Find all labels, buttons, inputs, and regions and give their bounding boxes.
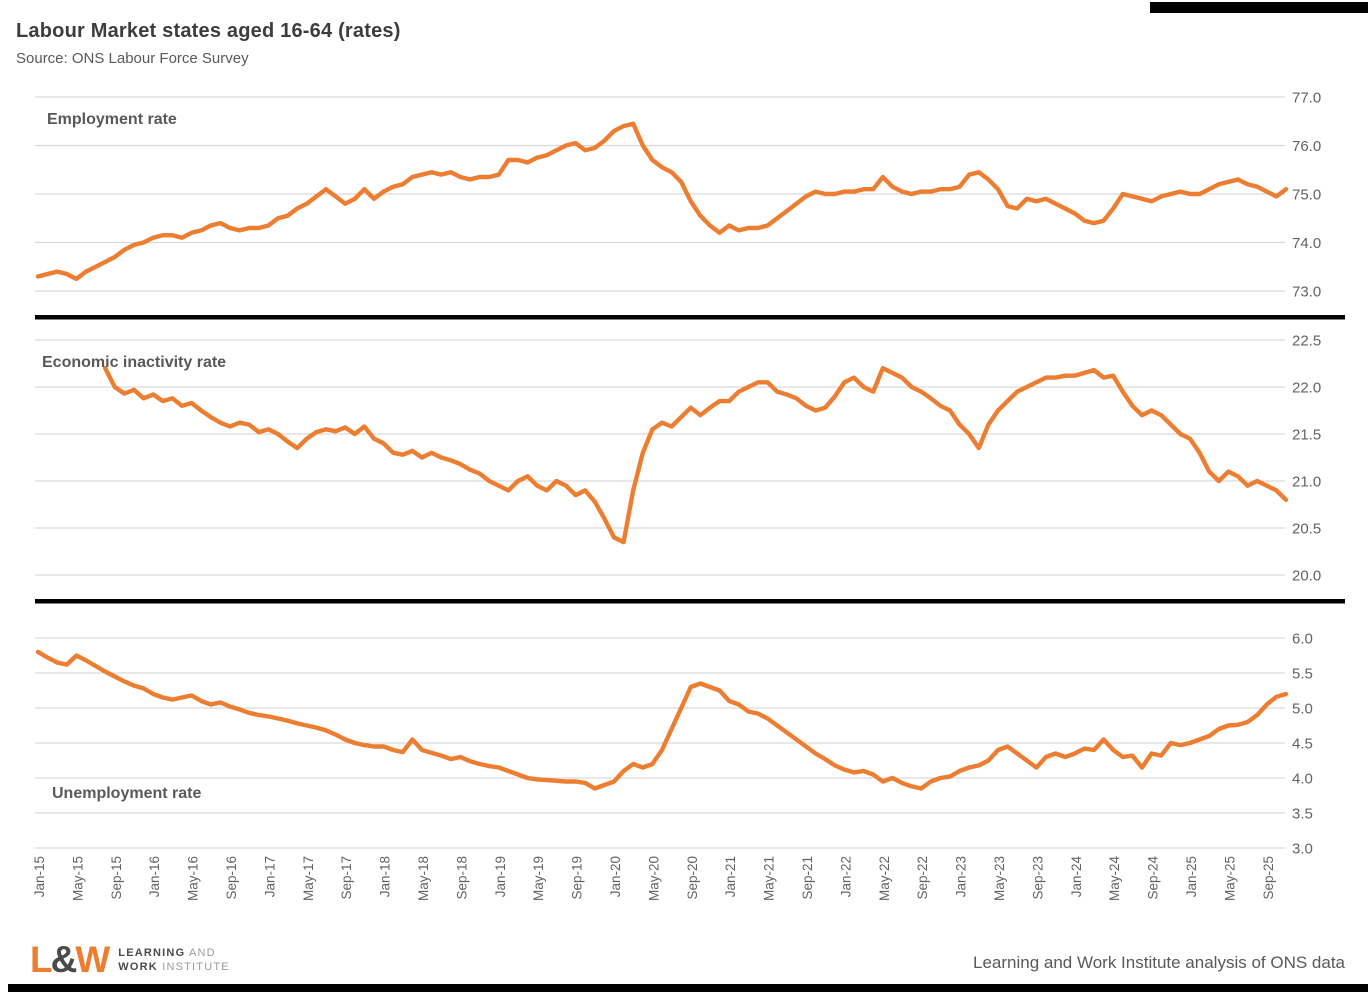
y-axis-tick-label: 4.0 xyxy=(1292,771,1313,788)
y-axis-tick-label: 4.5 xyxy=(1292,736,1313,753)
x-axis-tick-label: Sep-16 xyxy=(224,856,239,900)
series-line-2 xyxy=(35,649,1289,791)
y-axis-tick-label: 5.5 xyxy=(1292,666,1313,683)
x-axis-tick-label: May-19 xyxy=(531,856,546,901)
x-axis-tick-label: Jan-23 xyxy=(954,856,969,897)
x-axis-tick-label: Jan-21 xyxy=(723,856,738,897)
top-right-black-bar xyxy=(1150,2,1368,13)
x-axis-tick-label: Jan-17 xyxy=(262,856,277,897)
series-line-0 xyxy=(35,121,1289,282)
y-axis-tick-label: 73.0 xyxy=(1292,284,1321,301)
y-axis-tick-label: 22.0 xyxy=(1292,380,1321,397)
x-axis-tick-label: May-20 xyxy=(646,856,661,901)
x-axis-tick-label: May-24 xyxy=(1107,856,1122,902)
y-axis-tick-label: 3.5 xyxy=(1292,806,1313,823)
y-axis-tick-label: 74.0 xyxy=(1292,235,1321,252)
x-axis-tick-label: May-16 xyxy=(186,856,201,901)
x-axis-tick-label: Sep-19 xyxy=(570,856,585,900)
x-axis-tick-label: Sep-21 xyxy=(800,856,815,900)
logo-lw-icon: L&W xyxy=(30,939,110,980)
page-subtitle: Source: ONS Labour Force Survey xyxy=(16,50,249,67)
x-axis-tick-label: Jan-15 xyxy=(32,856,47,897)
x-axis-tick-label: Sep-24 xyxy=(1146,856,1161,900)
y-axis-tick-label: 22.5 xyxy=(1292,333,1321,350)
logo-wordmark: LEARNING AND WORK INSTITUTE xyxy=(118,946,230,973)
x-axis-tick-label: May-23 xyxy=(992,856,1007,901)
x-axis-tick-label: May-15 xyxy=(70,856,85,901)
panel-title-unemployment-rate: Unemployment rate xyxy=(52,785,202,802)
y-axis-tick-label: 3.0 xyxy=(1292,841,1313,858)
y-axis-tick-label: 21.5 xyxy=(1292,427,1321,444)
x-axis-tick-label: Sep-20 xyxy=(685,856,700,900)
y-axis-tick-label: 6.0 xyxy=(1292,631,1313,648)
x-axis-tick-label: Sep-23 xyxy=(1030,856,1045,900)
x-axis-tick-label: Jan-16 xyxy=(147,856,162,897)
panel-title-employment-rate: Employment rate xyxy=(47,111,177,128)
series-line-1 xyxy=(103,366,1289,545)
y-axis-tick-label: 75.0 xyxy=(1292,187,1321,204)
x-axis-tick-label: Sep-25 xyxy=(1261,856,1276,900)
x-axis-tick-label: Sep-22 xyxy=(915,856,930,900)
x-axis-tick-label: Jan-24 xyxy=(1069,856,1084,898)
y-axis-tick-label: 20.5 xyxy=(1292,521,1321,538)
panel-separator xyxy=(35,315,1345,320)
x-axis-tick-label: May-21 xyxy=(762,856,777,901)
y-axis-tick-label: 76.0 xyxy=(1292,138,1321,155)
x-axis-tick-label: Sep-15 xyxy=(109,856,124,900)
x-axis-tick-label: May-25 xyxy=(1222,856,1237,901)
charts-svg: 77.0 76.0 75.0 74.0 73.0 22.5 22.0 21.5 21.0 20.5… xyxy=(32,90,1345,902)
panel-separator xyxy=(35,599,1345,604)
x-axis-tick-label: May-22 xyxy=(877,856,892,901)
x-axis-tick-label: Jan-22 xyxy=(838,856,853,897)
learning-and-work-institute-logo: L&W LEARNING AND WORK INSTITUTE xyxy=(30,941,230,978)
bottom-black-bar xyxy=(8,984,1368,992)
x-axis-tick-label: May-17 xyxy=(301,856,316,901)
y-axis-tick-label: 20.0 xyxy=(1292,568,1321,585)
x-axis-tick-label: May-18 xyxy=(416,856,431,901)
y-axis-tick-label: 77.0 xyxy=(1292,90,1321,107)
panel-title-economic-inactivity-rate: Economic inactivity rate xyxy=(42,354,227,371)
y-axis-tick-label: 21.0 xyxy=(1292,474,1321,491)
x-axis-tick-label: Sep-18 xyxy=(454,856,469,900)
x-axis-tick-label: Jan-20 xyxy=(608,856,623,897)
page-title: Labour Market states aged 16-64 (rates) xyxy=(16,20,401,42)
x-axis-tick-label: Jan-18 xyxy=(378,856,393,897)
footer-credit: Learning and Work Institute analysis of … xyxy=(973,953,1345,972)
x-axis-tick-label: Sep-17 xyxy=(339,856,354,900)
y-axis-tick-label: 5.0 xyxy=(1292,701,1313,718)
x-axis-tick-label: Jan-25 xyxy=(1184,856,1199,897)
x-axis-tick-label: Jan-19 xyxy=(493,856,508,897)
